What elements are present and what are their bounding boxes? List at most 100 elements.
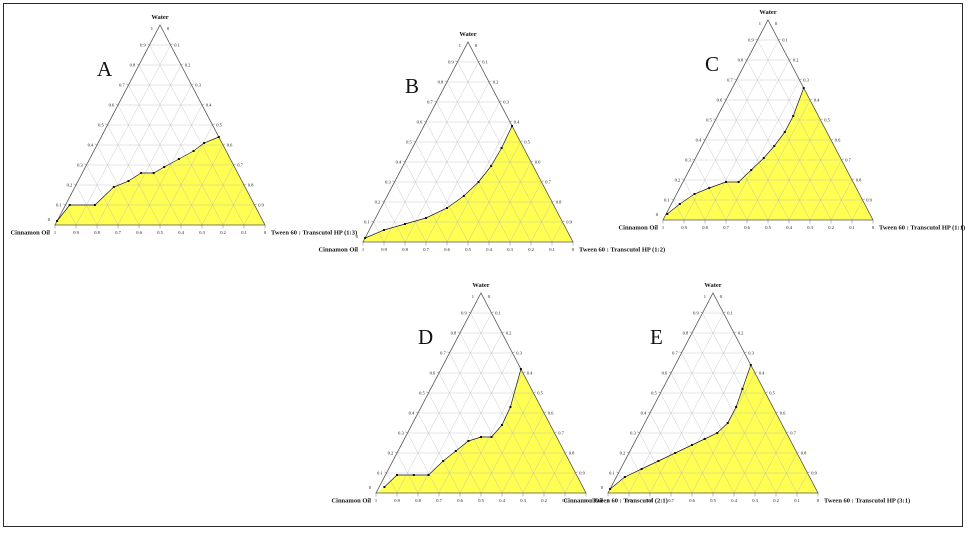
svg-text:0.2: 0.2 [541,498,547,503]
ternary-plot-svg: 1 0.9 0.8 0.7 0.6 0.5 0.4 0.3 0.2 0.1 0 0.1 0.2 0.3 0.… [331,282,668,505]
triangle-outline [362,41,574,243]
svg-text:0.7: 0.7 [668,498,674,503]
ternary-diagram-D: 1 0.9 0.8 0.7 0.6 0.5 0.4 0.3 0.2 0.1 0 0.1 0.2 0.3 0.… [326,278,686,528]
svg-text:0.9: 0.9 [579,470,585,475]
nanoemulsion-region [363,126,573,242]
left-axis-label: Cinnamon Oil [10,230,50,237]
svg-text:0.9: 0.9 [381,247,387,252]
svg-text:0: 0 [872,225,875,230]
svg-text:0.2: 0.2 [675,177,681,182]
svg-text:0.9: 0.9 [394,498,400,503]
axis-tick-labels: 1 0.9 0.8 0.7 0.6 0.5 0.4 0.3 0.2 0.1 0 0.1 0.2 0.3 0.… [369,294,588,503]
svg-text:0.2: 0.2 [67,182,73,187]
svg-text:0.7: 0.7 [723,225,729,230]
svg-text:0.1: 0.1 [377,470,383,475]
apex-axis-label: Water [151,14,168,21]
right-axis-label: Tween 60 : Transcutol HP (1:1) [879,225,965,232]
svg-text:0.4: 0.4 [731,498,737,503]
svg-text:0.8: 0.8 [451,330,457,335]
svg-text:0: 0 [601,485,604,490]
svg-text:0.5: 0.5 [98,122,104,127]
svg-text:1: 1 [375,498,377,503]
svg-text:0.7: 0.7 [423,247,429,252]
apex-axis-label: Water [472,282,489,289]
phase-boundary-curve [609,364,752,490]
svg-text:0.4: 0.4 [527,370,533,375]
svg-text:0.8: 0.8 [569,450,575,455]
right-axis-label: Tween 60 : Transcutol HP (1:3) [271,230,357,237]
svg-text:0.4: 0.4 [814,97,820,102]
svg-text:0.7: 0.7 [427,99,433,104]
left-axis-label: Cinnamon Oil [618,225,658,232]
svg-text:0.3: 0.3 [507,247,513,252]
svg-text:0.5: 0.5 [706,117,712,122]
svg-text:0.5: 0.5 [710,498,716,503]
svg-text:0.4: 0.4 [786,225,792,230]
svg-text:0.1: 0.1 [241,230,247,235]
panel-letter: D [418,325,433,349]
svg-text:0.6: 0.6 [430,370,436,375]
ternary-grid [386,312,576,494]
svg-text:0.4: 0.4 [696,137,702,142]
svg-text:0.4: 0.4 [514,119,520,124]
panel-letter: B [405,74,419,98]
svg-text:0.7: 0.7 [545,179,551,184]
phase-boundary-curve [56,136,219,222]
ternary-plot-svg: 1 0.9 0.8 0.7 0.6 0.5 0.4 0.3 0.2 0.1 0 0.1 0.2 0.3 0.… [10,14,357,237]
data-point-markers [383,368,522,488]
ternary-diagram-C: 1 0.9 0.8 0.7 0.6 0.5 0.4 0.3 0.2 0.1 0 0.1 0.2 0.3 0.… [613,5,970,255]
svg-text:1: 1 [151,26,153,31]
svg-text:0.2: 0.2 [793,57,799,62]
svg-text:0.1: 0.1 [495,310,501,315]
svg-text:0: 0 [720,294,723,299]
svg-text:0.7: 0.7 [727,77,733,82]
panel-letter: A [97,57,113,81]
ternary-plot-svg: 1 0.9 0.8 0.7 0.6 0.5 0.4 0.3 0.2 0.1 0 0.1 0.2 0.3 0.… [563,282,910,505]
svg-text:0.7: 0.7 [672,350,678,355]
svg-text:0.2: 0.2 [506,330,512,335]
svg-text:0.1: 0.1 [174,42,180,47]
right-axis-label: Tween 60 : Transcutol (2:1) [592,498,668,505]
svg-text:0: 0 [264,230,267,235]
svg-text:0.9: 0.9 [448,59,454,64]
svg-text:0.2: 0.2 [493,79,499,84]
ternary-grid [618,312,808,494]
svg-text:0.8: 0.8 [801,450,807,455]
svg-text:0.6: 0.6 [717,97,723,102]
svg-text:0.8: 0.8 [647,498,653,503]
axis-tick-marks [362,60,574,246]
svg-text:1: 1 [662,225,664,230]
svg-text:0.5: 0.5 [406,139,412,144]
svg-text:0: 0 [167,26,170,31]
svg-text:0.6: 0.6 [227,142,233,147]
svg-text:0: 0 [475,43,478,48]
svg-text:0.2: 0.2 [185,62,191,67]
ternary-grid [673,39,863,221]
svg-text:0: 0 [572,247,575,252]
svg-text:0.8: 0.8 [702,225,708,230]
svg-text:0.6: 0.6 [109,102,115,107]
svg-text:0.3: 0.3 [685,157,691,162]
ternary-diagram-A: 1 0.9 0.8 0.7 0.6 0.5 0.4 0.3 0.2 0.1 0 0.1 0.2 0.3 0.… [5,10,365,260]
svg-text:0.6: 0.6 [417,119,423,124]
svg-text:0.4: 0.4 [486,247,492,252]
svg-text:0.3: 0.3 [503,99,509,104]
svg-text:0.9: 0.9 [73,230,79,235]
svg-text:0.5: 0.5 [478,498,484,503]
svg-text:0.6: 0.6 [444,247,450,252]
svg-text:0.2: 0.2 [620,450,626,455]
left-axis-label: Cinnamon Oil [331,498,371,505]
svg-text:0.1: 0.1 [849,225,855,230]
axis-tick-labels: 1 0.9 0.8 0.7 0.6 0.5 0.4 0.3 0.2 0.1 0 0.1 0.2 0.3 0.… [656,21,875,230]
svg-text:1: 1 [704,294,706,299]
svg-text:0.9: 0.9 [866,197,872,202]
right-axis-label: Tween 60 : Transcutol HP (1:2) [579,247,665,254]
svg-text:0.8: 0.8 [415,498,421,503]
svg-text:0.4: 0.4 [759,370,765,375]
svg-text:0.8: 0.8 [94,230,100,235]
svg-text:0.6: 0.6 [689,498,695,503]
svg-text:0.1: 0.1 [664,197,670,202]
svg-text:0.6: 0.6 [136,230,142,235]
svg-text:0.9: 0.9 [461,310,467,315]
svg-text:0: 0 [585,498,588,503]
